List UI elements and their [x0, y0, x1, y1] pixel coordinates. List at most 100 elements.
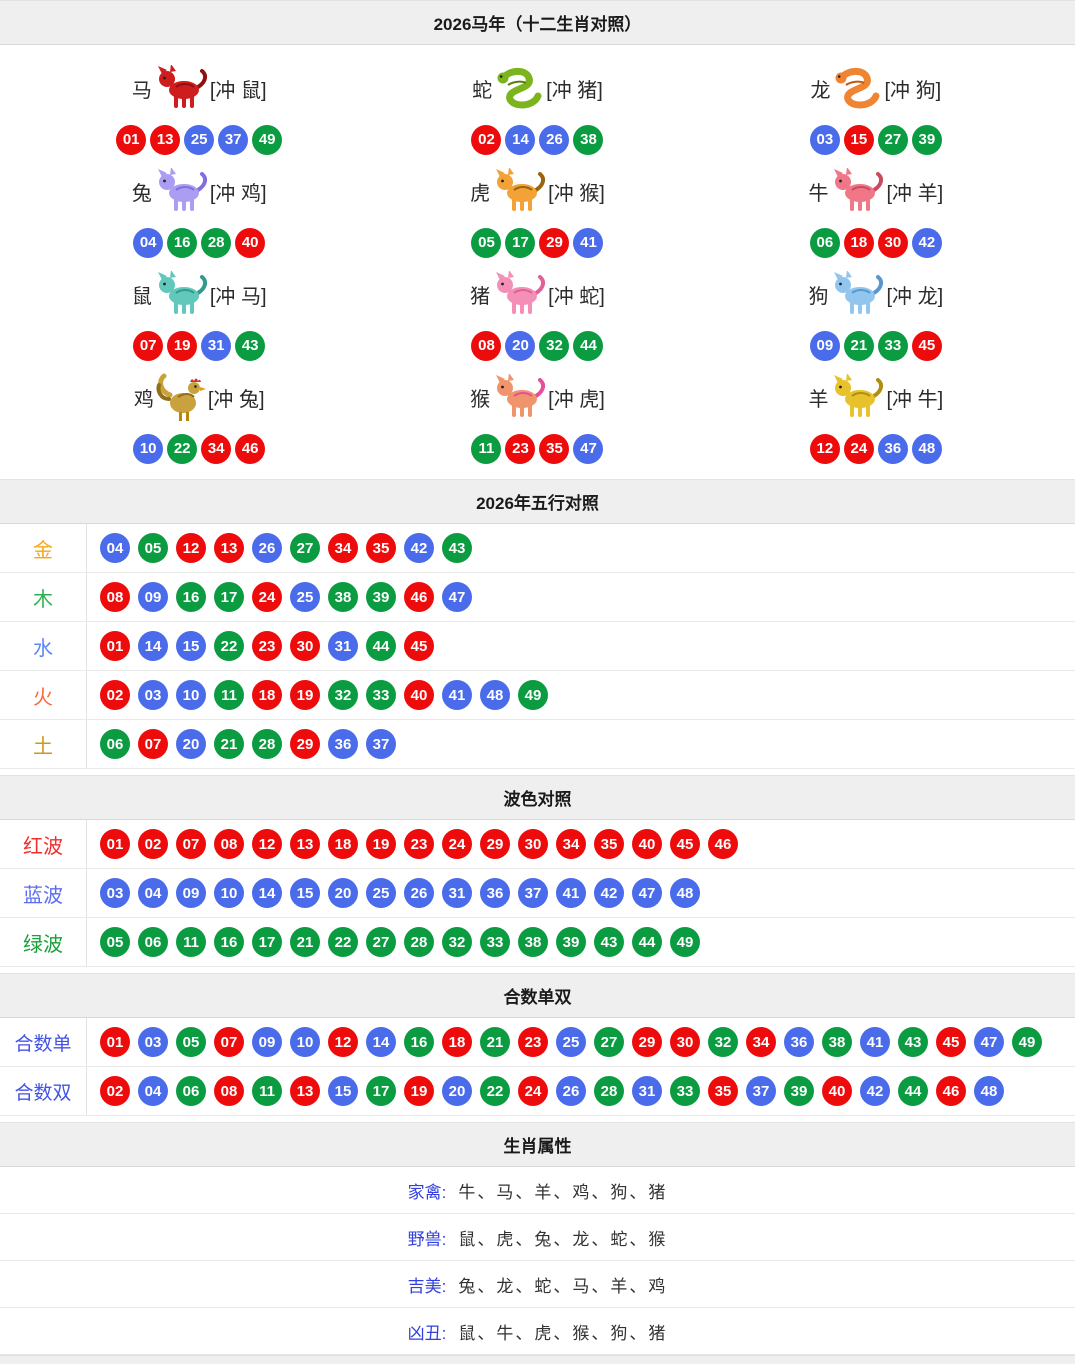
zodiac-clash-label: [冲 狗] — [884, 80, 942, 102]
ball-10: 10 — [214, 878, 244, 908]
ball-28: 28 — [252, 729, 282, 759]
ball-16: 16 — [404, 1027, 434, 1057]
ball-05: 05 — [471, 227, 502, 258]
ball-40: 40 — [822, 1076, 852, 1106]
ball-39: 39 — [784, 1076, 814, 1106]
zodiac-balls: 07 19 31 43 — [133, 330, 266, 361]
ball-27: 27 — [877, 124, 908, 155]
zodiac-cell-dog: 狗 [冲 龙] 09 21 33 45 — [707, 261, 1045, 364]
ball-25: 25 — [290, 582, 320, 612]
ball-29: 29 — [290, 729, 320, 759]
zodiac-balls: 01 13 25 37 49 — [116, 124, 283, 155]
ball-02: 02 — [471, 124, 502, 155]
ball-19: 19 — [290, 680, 320, 710]
ball-36: 36 — [784, 1027, 814, 1057]
zodiac-name: 鸡 — [133, 389, 154, 411]
ball-44: 44 — [573, 330, 604, 361]
ball-17: 17 — [214, 582, 244, 612]
ball-14: 14 — [505, 124, 536, 155]
zodiac-name: 猪 — [470, 286, 491, 308]
ball-41: 41 — [442, 680, 472, 710]
ball-47: 47 — [442, 582, 472, 612]
five-elements-label-earth: 土 — [0, 720, 87, 768]
wave-label-blue-wave: 蓝波 — [0, 869, 87, 917]
ball-37: 37 — [218, 124, 249, 155]
zodiac-clash-label: [冲 鼠] — [209, 80, 267, 102]
ball-04: 04 — [133, 227, 164, 258]
ball-23: 23 — [252, 631, 282, 661]
ball-14: 14 — [252, 878, 282, 908]
zodiac-section-header: 2026马年（十二生肖对照） — [0, 0, 1075, 45]
ball-18: 18 — [843, 227, 874, 258]
ball-38: 38 — [822, 1027, 852, 1057]
zodiac-clash-label: [冲 蛇] — [548, 286, 605, 308]
zodiac-balls: 02 14 26 38 — [471, 124, 604, 155]
ball-29: 29 — [632, 1027, 662, 1057]
five-elements-label-gold: 金 — [0, 524, 87, 572]
ball-37: 37 — [518, 878, 548, 908]
five-elements-balls-gold: 04 05 12 13 26 27 34 35 42 43 — [87, 524, 472, 572]
ball-13: 13 — [290, 1076, 320, 1106]
attribute-row-auspicious: 吉美: 兔、龙、蛇、马、羊、鸡 — [0, 1261, 1075, 1308]
ball-23: 23 — [518, 1027, 548, 1057]
zodiac-cell-pig: 猪 [冲 蛇] 08 20 32 44 — [368, 261, 706, 364]
sum-label-sum-even: 合数双 — [0, 1067, 87, 1115]
sum-section-title: 合数单双 — [503, 988, 572, 1007]
ball-48: 48 — [480, 680, 510, 710]
ball-35: 35 — [708, 1076, 738, 1106]
five-elements-row-gold: 金 04 05 12 13 26 27 34 35 42 43 — [0, 524, 1075, 573]
zodiac-clash-label: [冲 猪] — [546, 80, 603, 102]
ball-41: 41 — [556, 878, 586, 908]
zodiac-cell-header: 羊 [冲 牛] — [808, 368, 943, 428]
zodiac-balls: 03 15 27 39 — [809, 124, 942, 155]
zodiac-cell-header: 马 [冲 鼠] — [132, 59, 267, 119]
rabbit-icon — [154, 167, 208, 216]
wave-label-red-wave: 红波 — [0, 820, 87, 868]
ball-11: 11 — [214, 680, 244, 710]
ball-02: 02 — [100, 680, 130, 710]
snake-icon — [494, 65, 544, 113]
wave-row-green-wave: 绿波 05 06 11 16 17 21 22 27 28 32 33 38 39 43 44 49 — [0, 918, 1075, 967]
horse-icon — [154, 64, 208, 113]
zodiac-balls: 05 17 29 41 — [471, 227, 604, 258]
ball-11: 11 — [252, 1076, 282, 1106]
ball-45: 45 — [404, 631, 434, 661]
ball-49: 49 — [1012, 1027, 1042, 1057]
attribute-row-inauspicious: 凶丑: 鼠、牛、虎、猴、狗、猪 — [0, 1308, 1075, 1355]
ball-07: 07 — [214, 1027, 244, 1057]
ball-32: 32 — [442, 927, 472, 957]
ball-35: 35 — [539, 433, 570, 464]
ball-46: 46 — [235, 433, 266, 464]
ball-48: 48 — [670, 878, 700, 908]
ball-09: 09 — [138, 582, 168, 612]
zodiac-cell-header: 蛇 [冲 猪] — [472, 59, 603, 119]
ball-15: 15 — [843, 124, 874, 155]
ball-20: 20 — [442, 1076, 472, 1106]
ball-22: 22 — [167, 433, 198, 464]
zodiac-cell-rooster: 鸡 [冲 兔] 10 22 34 46 — [30, 364, 368, 467]
sum-odd-even-table: 合数单 01 03 05 07 09 10 12 14 16 18 21 23 25 27 29 30 32 34 3… — [0, 1018, 1075, 1116]
ball-36: 36 — [328, 729, 358, 759]
ball-44: 44 — [898, 1076, 928, 1106]
zodiac-cell-goat: 羊 [冲 牛] 12 24 36 48 — [707, 364, 1045, 467]
zodiac-grid: 马 [冲 鼠] 01 13 25 37 49 蛇 [冲 猪] 02 14 26 38 龙 [冲 狗] 03 15… — [0, 45, 1075, 473]
zodiac-name: 马 — [131, 80, 152, 102]
ball-47: 47 — [632, 878, 662, 908]
ball-33: 33 — [480, 927, 510, 957]
five-elements-label-fire: 火 — [0, 671, 87, 719]
ball-17: 17 — [252, 927, 282, 957]
ball-46: 46 — [708, 829, 738, 859]
ball-28: 28 — [404, 927, 434, 957]
attribute-label-inauspicious: 凶丑: — [407, 1323, 447, 1343]
ball-38: 38 — [328, 582, 358, 612]
ball-30: 30 — [877, 227, 908, 258]
zodiac-clash-label: [冲 兔] — [207, 389, 265, 411]
zodiac-cell-header: 虎 [冲 猴] — [470, 162, 605, 222]
ball-24: 24 — [252, 582, 282, 612]
five-elements-label-wood: 木 — [0, 573, 87, 621]
ball-19: 19 — [366, 829, 396, 859]
ball-25: 25 — [556, 1027, 586, 1057]
ball-03: 03 — [138, 680, 168, 710]
ball-35: 35 — [366, 533, 396, 563]
ball-09: 09 — [176, 878, 206, 908]
